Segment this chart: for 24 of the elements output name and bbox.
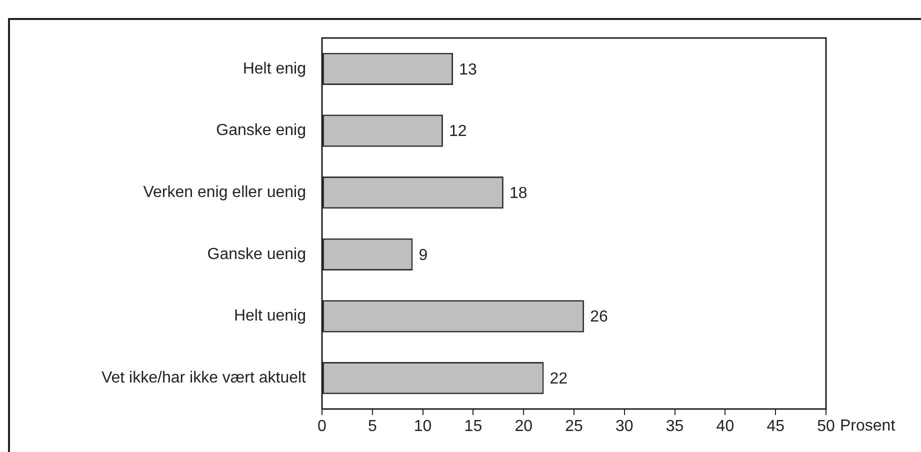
y-tick-label: Ganske enig	[216, 122, 306, 140]
x-axis-title: Prosent	[840, 417, 896, 434]
x-tick-label: 5	[368, 418, 377, 436]
x-tick-label: 40	[716, 418, 734, 436]
y-tick-label: Vet ikke/har ikke vært aktuelt	[101, 369, 307, 386]
x-tick-label: 45	[766, 418, 785, 436]
x-tick-label: 50	[817, 418, 835, 436]
x-tick-label: 15	[464, 418, 482, 436]
y-tick-label: Helt uenig	[234, 308, 306, 325]
y-tick-label: Verken enig eller uenig	[143, 184, 306, 201]
x-tick-label: 25	[565, 418, 583, 436]
y-tick-label: Ganske uenig	[207, 246, 306, 263]
data-label: 26	[590, 308, 608, 326]
data-label: 9	[418, 246, 428, 264]
data-label: 12	[448, 123, 467, 140]
x-tick-label: 0	[318, 418, 327, 436]
x-tick-label: 20	[514, 418, 533, 436]
data-label: 13	[459, 61, 477, 78]
data-label: 22	[550, 370, 568, 388]
x-tick-label: 10	[414, 418, 432, 436]
x-tick-label: 30	[616, 418, 634, 436]
x-tick-label: 35	[666, 418, 684, 436]
data-label: 18	[509, 184, 528, 202]
y-tick-label: Helt enig	[242, 60, 306, 78]
